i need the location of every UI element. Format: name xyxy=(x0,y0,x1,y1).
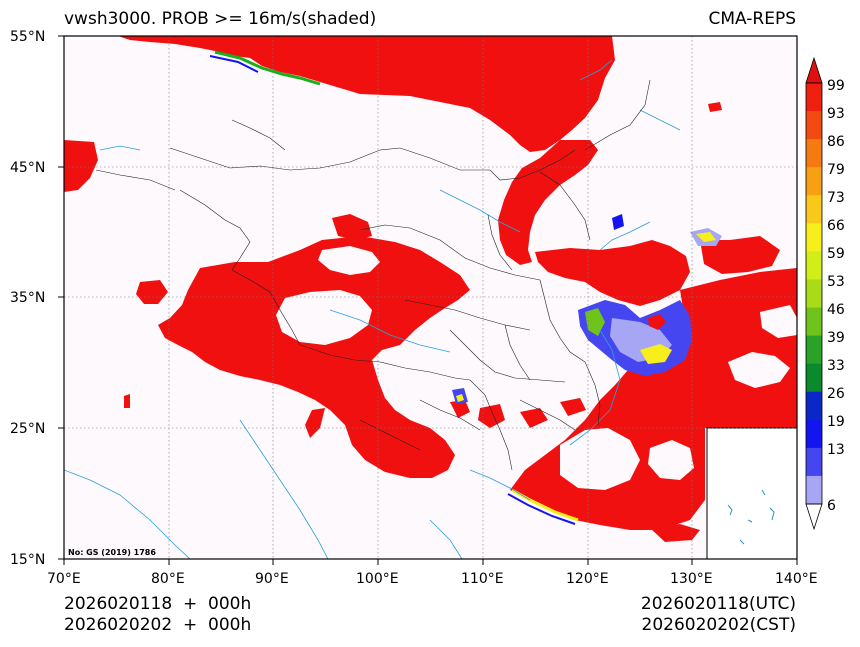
model-name: CMA-REPS xyxy=(708,9,796,29)
colorbar-label: 46 xyxy=(827,302,845,318)
tarim-hole xyxy=(276,290,372,345)
colorbar-label: 86 xyxy=(827,134,845,150)
probability-shading xyxy=(64,36,797,542)
shade-yellow-zone xyxy=(640,344,672,364)
colorbar-swatch xyxy=(806,391,822,421)
shade-east-fringe-blue xyxy=(507,493,576,525)
lat-tick-label: 15°N xyxy=(10,552,45,568)
colorbar-swatch xyxy=(806,111,822,140)
colorbar-swatch xyxy=(806,419,822,449)
shade-north-of-tibet xyxy=(332,214,372,240)
shade-northeast xyxy=(498,140,598,265)
shade-speck-10 xyxy=(612,214,624,230)
chart-title: vwsh3000. PROB >= 16m/s(shaded) xyxy=(64,9,377,29)
colorbar-swatch xyxy=(806,307,822,337)
colorbar-swatch xyxy=(806,223,822,252)
colorbar-swatch xyxy=(806,363,822,393)
lon-tick-label: 90°E xyxy=(255,571,289,587)
shade-north-band xyxy=(118,36,615,152)
colorbar-label: 73 xyxy=(827,190,845,206)
lon-tick-label: 130°E xyxy=(670,571,713,587)
shade-north-band-fringe xyxy=(214,50,321,86)
lat-tick-label: 35°N xyxy=(10,290,45,306)
valid-utc: 2026020118(UTC) xyxy=(640,594,796,614)
colorbar-swatch xyxy=(806,83,822,112)
lon-tick-label: 70°E xyxy=(47,571,81,587)
east-sea-hole-2 xyxy=(728,352,790,388)
coastlines-rivers xyxy=(64,59,681,559)
shade-red-spot xyxy=(648,314,666,330)
qaidam-hole xyxy=(318,246,380,275)
lon-tick-label: 140°E xyxy=(775,571,818,587)
country-borders xyxy=(95,79,651,471)
colorbar-swatch xyxy=(806,475,822,505)
lat-tick-label: 55°N xyxy=(10,29,45,45)
map-credit: No: GS (2019) 1786 xyxy=(68,548,156,557)
colorbar-bottom-arrow xyxy=(805,503,823,531)
colorbar-swatch xyxy=(806,139,822,168)
colorbar-label: 39 xyxy=(827,330,845,346)
lon-tick-label: 120°E xyxy=(566,571,609,587)
shade-speck-6 xyxy=(520,408,548,428)
init-utc: 2026020118 + 000h xyxy=(64,594,252,614)
lat-tick-label: 45°N xyxy=(10,160,45,176)
colorbar-label: 79 xyxy=(827,162,845,178)
shade-yellow-sea xyxy=(535,240,690,306)
colorbar-label: 59 xyxy=(827,246,845,262)
shade-speck-2 xyxy=(124,394,130,408)
colorbar-label: 93 xyxy=(827,106,845,122)
lon-tick-label: 100°E xyxy=(356,571,399,587)
shade-speck-7 xyxy=(560,398,586,416)
shade-speck-4 xyxy=(450,400,470,418)
colorbar-swatch xyxy=(806,335,822,365)
gridlines xyxy=(64,36,797,559)
valid-time-block: 2026020118(UTC) 2026020202(CST) xyxy=(641,594,796,636)
south-china-sea-hole xyxy=(560,428,640,490)
colorbar: 99 93 86 79 73 66 59 53 46 39 33 26 19 1… xyxy=(805,56,845,531)
shade-speck-5 xyxy=(478,404,505,428)
colorbar-swatch xyxy=(806,195,822,224)
shade-small-west xyxy=(136,280,168,304)
colorbar-label: 66 xyxy=(827,218,845,234)
colorbar-swatch xyxy=(806,251,822,280)
colorbar-top-arrow xyxy=(805,56,823,84)
shade-green-zone xyxy=(585,308,605,336)
axis-ticks xyxy=(58,35,798,565)
colorbar-label: 99 xyxy=(827,78,845,94)
shade-speck-1 xyxy=(708,102,722,112)
colorbar-swatch xyxy=(806,447,822,477)
shade-west-edge xyxy=(64,140,98,192)
shade-korea-yellow xyxy=(696,232,716,242)
lat-tick-label: 25°N xyxy=(10,421,45,437)
shade-speck-3 xyxy=(305,408,325,438)
shade-tibet xyxy=(158,236,470,478)
shade-tw-island xyxy=(650,524,700,542)
colorbar-label: 13 xyxy=(827,442,845,458)
colorbar-swatches xyxy=(806,83,822,505)
shade-north-band-fringe-blue xyxy=(209,55,259,73)
colorbar-label: 33 xyxy=(827,358,845,374)
colorbar-label: 19 xyxy=(827,414,845,430)
colorbar-label: 6 xyxy=(827,498,836,514)
shade-japan-north xyxy=(700,236,780,274)
init-time-block: 2026020118 + 000h 2026020202 + 000h xyxy=(64,594,251,636)
colorbar-swatch xyxy=(806,167,822,196)
valid-cst: 2026020202(CST) xyxy=(641,615,796,635)
colorbar-label: 53 xyxy=(827,274,845,290)
east-sea-hole-3 xyxy=(760,305,797,338)
lon-tick-label: 80°E xyxy=(151,571,185,587)
colorbar-label: 26 xyxy=(827,386,845,402)
colorbar-swatch xyxy=(806,279,822,309)
shade-speck-9 xyxy=(456,394,464,402)
inset-box xyxy=(706,427,798,560)
east-sea-hole-1 xyxy=(648,440,694,480)
lon-tick-label: 110°E xyxy=(461,571,504,587)
colorbar-frame xyxy=(805,82,823,505)
inset-islands xyxy=(727,489,775,545)
init-cst: 2026020202 + 000h xyxy=(64,615,252,635)
